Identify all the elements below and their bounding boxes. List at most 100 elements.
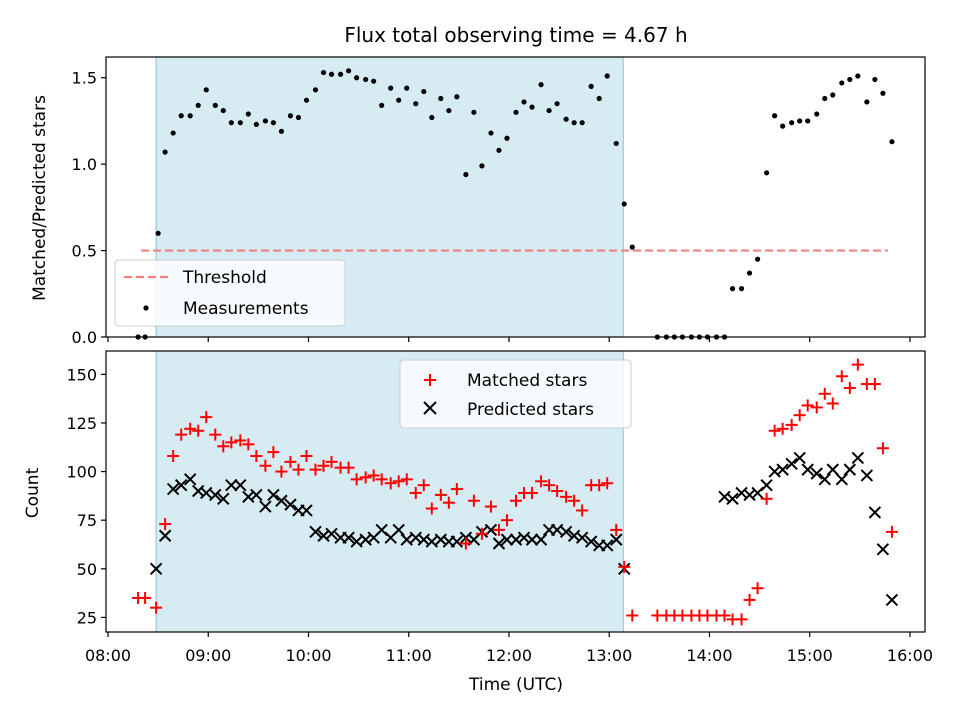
top-x-ticks bbox=[107, 337, 911, 342]
predicted-star-point bbox=[149, 562, 163, 576]
bottom-legend-box bbox=[399, 359, 632, 429]
predicted-star-point bbox=[259, 500, 272, 513]
axes-frame bbox=[105, 56, 926, 338]
matched-star-point bbox=[350, 473, 363, 486]
predicted-star-point bbox=[267, 488, 280, 502]
predicted-star-point bbox=[300, 504, 313, 517]
measurement-point bbox=[588, 83, 594, 89]
x-tick-label: 09:00 bbox=[185, 646, 231, 665]
y-tick-label: 50 bbox=[77, 560, 97, 579]
predicted-star-point bbox=[868, 506, 882, 519]
matched-star-point bbox=[400, 473, 413, 486]
predicted-star-point bbox=[810, 467, 823, 480]
matched-star-point bbox=[267, 446, 280, 459]
measurement-point bbox=[287, 113, 294, 119]
measurement-point bbox=[446, 107, 452, 114]
matched-stars-points bbox=[132, 358, 898, 626]
measurement-point bbox=[220, 107, 226, 114]
measurement-point bbox=[237, 120, 243, 126]
matched-star-point bbox=[843, 381, 856, 394]
matched-star-point bbox=[526, 486, 539, 499]
matched-star-point bbox=[626, 609, 639, 622]
top-axes-frame bbox=[105, 56, 926, 338]
legend-matched-label: Matched stars bbox=[467, 371, 587, 391]
legend-measurements-label: Measurements bbox=[183, 299, 309, 319]
matched-star-point bbox=[417, 479, 430, 492]
measurement-point bbox=[546, 107, 552, 114]
predicted-star-point bbox=[735, 486, 748, 500]
bottom-axes-frame bbox=[105, 350, 926, 633]
y-tick-label: 0.5 bbox=[72, 242, 97, 261]
measurement-point bbox=[789, 120, 795, 126]
matched-star-point bbox=[139, 591, 152, 604]
matched-star-point bbox=[342, 461, 355, 474]
matched-star-point bbox=[159, 518, 172, 531]
measurement-point bbox=[764, 170, 770, 176]
measurement-point bbox=[596, 95, 602, 102]
x-tick-label: 12:00 bbox=[486, 646, 532, 665]
measurement-point bbox=[312, 87, 319, 93]
predicted-star-point bbox=[275, 494, 288, 507]
top-panel: 0.0 0.5 1.0 1.5 Flux total observing time =… bbox=[30, 23, 926, 347]
measurement-point bbox=[772, 113, 778, 119]
matched-star-point bbox=[768, 424, 781, 437]
predicted-star-point bbox=[225, 478, 238, 492]
measurement-point bbox=[396, 97, 402, 103]
matched-star-point bbox=[868, 378, 881, 391]
measurement-point bbox=[170, 130, 176, 136]
measurement-point bbox=[872, 76, 878, 83]
predicted-stars-points bbox=[149, 451, 899, 607]
predicted-star-point bbox=[768, 465, 781, 478]
measurement-point bbox=[563, 116, 569, 122]
matched-star-point bbox=[284, 455, 297, 468]
matched-star-point bbox=[292, 463, 305, 476]
top-legend: Threshold Measurements bbox=[114, 259, 346, 327]
predicted-star-point bbox=[760, 478, 773, 492]
measurement-point bbox=[328, 71, 335, 77]
top-y-ticks: 0.0 0.5 1.0 1.5 bbox=[72, 69, 106, 347]
matched-star-point bbox=[442, 496, 455, 509]
matched-star-point bbox=[459, 537, 472, 550]
matched-star-point bbox=[568, 494, 581, 507]
measurement-point bbox=[864, 99, 870, 105]
matched-star-point bbox=[225, 436, 238, 449]
measurement-point bbox=[729, 286, 736, 292]
predicted-star-point bbox=[559, 525, 573, 539]
x-tick-label: 10:00 bbox=[285, 646, 331, 665]
matched-star-point bbox=[467, 494, 480, 507]
predicted-star-point bbox=[284, 498, 297, 511]
predicted-star-point bbox=[234, 478, 247, 492]
matched-star-point bbox=[793, 409, 806, 422]
matched-star-point bbox=[392, 475, 405, 488]
matched-star-point bbox=[359, 471, 372, 484]
measurement-point bbox=[187, 113, 193, 119]
axes-frame bbox=[105, 350, 926, 633]
measurement-point bbox=[454, 94, 460, 100]
bottom-panel: 25 50 75 100 125 150 08:00 09:00 10:00 11:00 12:0… bbox=[23, 350, 933, 695]
predicted-star-point bbox=[793, 451, 806, 465]
matched-star-point bbox=[434, 488, 447, 501]
measurement-point bbox=[155, 230, 161, 236]
predicted-star-point bbox=[500, 533, 514, 546]
measurement-point bbox=[604, 73, 610, 79]
y-tick-label: 125 bbox=[66, 414, 97, 433]
predicted-star-point bbox=[601, 539, 614, 552]
y-tick-label: 1.0 bbox=[72, 155, 97, 174]
legend-matched-swatch bbox=[424, 374, 436, 386]
matched-star-point bbox=[200, 411, 213, 424]
measurement-point bbox=[496, 147, 502, 153]
bottom-legend: Matched stars Predicted stars bbox=[399, 359, 632, 429]
matched-star-point bbox=[826, 397, 839, 410]
measurement-point bbox=[438, 95, 444, 102]
matched-star-point bbox=[259, 459, 272, 472]
matched-star-point bbox=[776, 422, 789, 435]
matched-star-point bbox=[309, 463, 322, 476]
bottom-y-axis-label: Count bbox=[23, 467, 43, 518]
predicted-star-point bbox=[843, 463, 857, 476]
top-legend-box bbox=[114, 259, 346, 327]
measurement-point bbox=[504, 135, 510, 141]
measurement-point bbox=[162, 149, 168, 155]
matched-star-point bbox=[535, 475, 548, 488]
matched-star-point bbox=[492, 523, 505, 536]
